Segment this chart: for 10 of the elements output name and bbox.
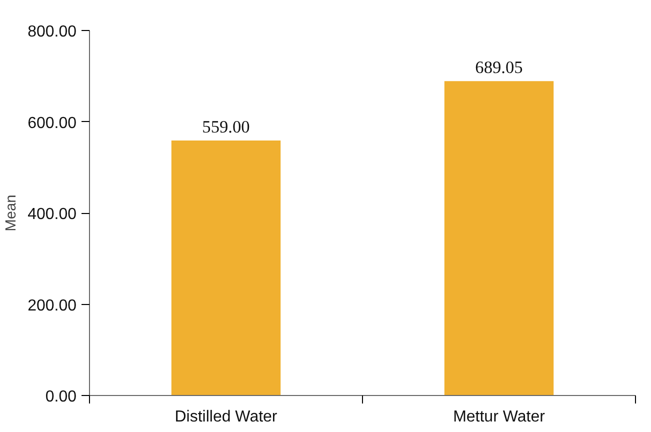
y-tick-label: 800.00 — [28, 24, 77, 40]
y-tick-label: 400.00 — [28, 206, 77, 223]
data-label: 689.05 — [475, 58, 523, 78]
y-tick-label: 600.00 — [28, 114, 77, 132]
x-tick-label: Distilled Water — [174, 408, 278, 426]
x-tick-label: Mettur Water — [453, 408, 546, 426]
y-tick-label: 0.00 — [45, 388, 77, 406]
data-label: 559.00 — [202, 117, 250, 136]
y-axis-title: Mean — [4, 194, 20, 232]
y-tick-label: 200.00 — [28, 297, 77, 314]
